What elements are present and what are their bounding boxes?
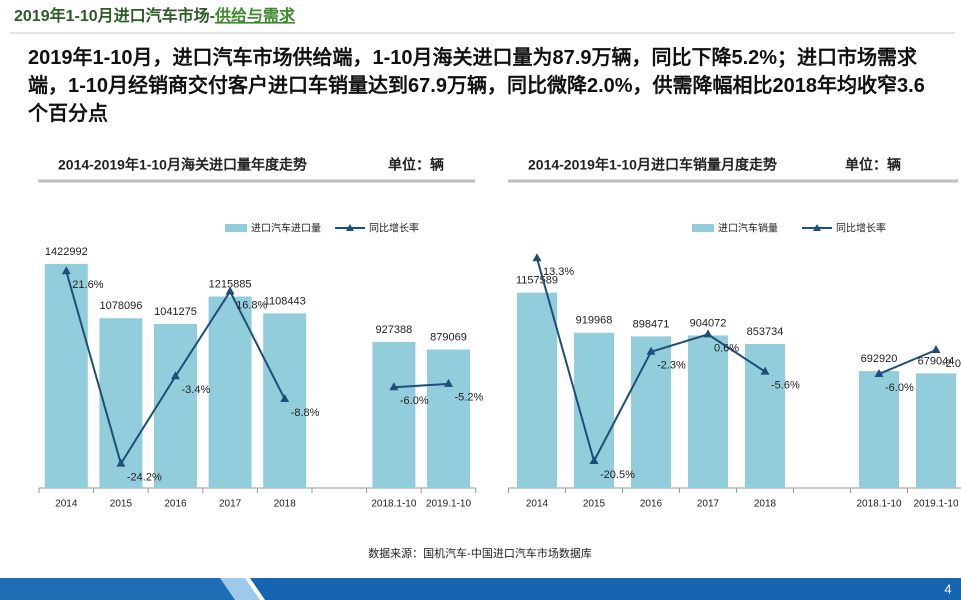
chart-unit: 单位：辆 — [388, 157, 444, 173]
growth-value-label: -5.6% — [771, 380, 800, 392]
header-title-text: 2019年1-10月进口汽车市场- — [14, 6, 215, 25]
bar — [517, 292, 557, 488]
growth-marker — [760, 366, 770, 375]
growth-value-label: -8.8% — [291, 407, 320, 419]
chart-title: 2014-2019年1-10月海关进口量年度走势 — [58, 157, 307, 173]
legend-swatch — [813, 224, 821, 231]
legend-label: 同比增长率 — [836, 222, 886, 235]
growth-value-label: -5.2% — [455, 392, 484, 404]
x-tick-label: 2015 — [110, 499, 133, 510]
bar-value-label: 927388 — [376, 324, 413, 336]
footer-band — [220, 578, 260, 600]
growth-marker — [280, 393, 290, 402]
bar — [427, 349, 470, 488]
bar — [745, 343, 785, 488]
growth-value-label: -24.2% — [127, 472, 162, 484]
growth-marker — [703, 329, 713, 338]
bar — [44, 263, 88, 488]
chart-unit: 单位：辆 — [845, 157, 901, 173]
growth-marker — [225, 286, 235, 295]
growth-value-label: -2.0% — [942, 358, 961, 370]
growth-value-label: -3.4% — [182, 384, 211, 396]
bar-value-label: 1108443 — [264, 295, 306, 307]
source: 数据来源：国机汽车-中国进口汽车市场数据库 — [368, 546, 592, 560]
growth-marker — [589, 456, 599, 464]
x-tick-label: 2017 — [697, 499, 720, 510]
growth-marker — [116, 458, 126, 467]
growth-value-label: 16.8% — [236, 299, 267, 311]
growth-marker — [389, 382, 399, 391]
bar-value-label: 1157589 — [516, 275, 558, 287]
header-title: 2019年1-10月进口汽车市场-供给与需求 — [14, 6, 296, 25]
bar-value-label: 1215885 — [209, 278, 252, 290]
legend-label: 进口汽车销量 — [718, 222, 778, 235]
growth-marker — [874, 369, 884, 377]
growth-marker — [171, 371, 180, 380]
x-tick-label: 2016 — [164, 499, 187, 510]
growth-marker — [532, 253, 542, 262]
footer-band — [250, 578, 961, 600]
footer-band — [0, 578, 250, 600]
x-tick-label: 2016 — [640, 499, 663, 510]
bar — [688, 335, 728, 488]
growth-value-label: 13.3% — [543, 266, 574, 278]
growth-line — [393, 382, 449, 389]
bar — [208, 296, 252, 488]
growth-value-label: -6.0% — [400, 395, 429, 407]
x-tick-label: 2017 — [219, 499, 242, 510]
x-tick-label: 2018.1-10 — [371, 499, 416, 510]
growth-value-label: -20.5% — [600, 469, 635, 481]
growth-value-label: -2.3% — [657, 360, 686, 372]
legend-label: 同比增长率 — [369, 222, 419, 235]
bar-value-label: 679044 — [918, 355, 955, 367]
page-number: 4 — [944, 581, 951, 596]
summary: 2019年1-10月，进口汽车市场供给端，1-10月海关进口量为87.9万辆，同… — [28, 47, 925, 125]
growth-marker — [444, 378, 453, 387]
header-highlight: 供给与需求 — [214, 6, 296, 25]
bar — [372, 341, 416, 488]
bar — [916, 373, 956, 488]
bar-value-label: 904072 — [690, 317, 727, 329]
bar-value-label: 1422992 — [45, 246, 88, 258]
legend-swatch — [692, 224, 714, 232]
x-tick-label: 2019.1-10 — [913, 499, 958, 510]
growth-marker — [931, 345, 941, 353]
bar-value-label: 1078096 — [99, 300, 142, 312]
growth-value-label: 0.6% — [714, 342, 739, 354]
chart-title: 2014-2019年1-10月进口车销量月度走势 — [528, 157, 777, 173]
x-tick-label: 2014 — [526, 499, 549, 510]
bar-value-label: 692920 — [861, 353, 898, 365]
x-tick-label: 2018.1-10 — [856, 499, 901, 510]
x-tick-label: 2018 — [754, 499, 777, 510]
x-tick-label: 2018 — [274, 499, 297, 510]
legend-label: 进口汽车进口量 — [251, 222, 321, 235]
legend-swatch — [346, 224, 354, 231]
growth-marker — [61, 266, 71, 275]
bar-value-label: 879069 — [430, 331, 467, 343]
bar-value-label: 1041275 — [154, 306, 197, 318]
bar — [859, 371, 899, 488]
x-tick-label: 2015 — [583, 499, 606, 510]
bar-value-label: 898471 — [633, 318, 670, 330]
bar — [631, 336, 671, 488]
legend-swatch — [225, 224, 247, 232]
growth-value-label: -6.0% — [885, 382, 914, 394]
bar — [154, 323, 197, 488]
growth-line — [878, 349, 937, 375]
growth-value-label: 21.6% — [72, 279, 103, 291]
bar-value-label: 853734 — [747, 326, 784, 338]
x-tick-label: 2014 — [55, 499, 78, 510]
x-tick-label: 2019.1-10 — [426, 499, 471, 510]
bar-value-label: 919968 — [576, 315, 613, 327]
growth-marker — [646, 346, 656, 355]
